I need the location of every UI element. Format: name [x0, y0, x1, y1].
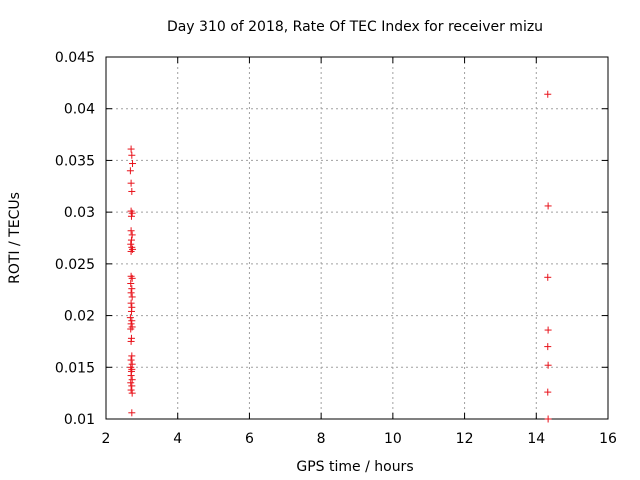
data-point — [127, 240, 135, 248]
x-tick-label: 4 — [173, 431, 182, 447]
data-point — [127, 145, 135, 153]
x-tick-labels: 2 4 6 8 10 12 14 16 — [102, 431, 617, 447]
data-point — [128, 209, 136, 217]
y-tick-label: 0.02 — [64, 309, 95, 325]
x-tick-label: 10 — [384, 431, 402, 447]
data-point — [127, 280, 135, 288]
x-tick-label: 12 — [456, 431, 474, 447]
data-point — [128, 187, 136, 195]
y-tick-label: 0.045 — [55, 50, 95, 66]
grid-layer — [106, 57, 608, 419]
y-axis-label: ROTI / TECUs — [7, 192, 23, 284]
data-point — [544, 361, 552, 369]
data-point — [128, 389, 136, 397]
data-point — [126, 314, 134, 322]
data-point — [128, 231, 136, 239]
x-tick-label: 16 — [599, 431, 617, 447]
data-point — [128, 317, 136, 325]
data-point — [128, 409, 136, 417]
data-point — [128, 382, 136, 390]
data-point — [129, 160, 137, 168]
data-point — [127, 299, 135, 307]
data-point — [127, 356, 135, 364]
data-point — [544, 90, 552, 98]
data-point — [127, 212, 135, 220]
data-point — [129, 245, 137, 253]
data-point — [127, 289, 135, 297]
data-point — [128, 274, 136, 282]
data-point — [544, 388, 552, 396]
axis-ticks — [105, 56, 609, 420]
x-tick-label: 6 — [245, 431, 254, 447]
chart-title: Day 310 of 2018, Rate Of TEC Index for r… — [167, 19, 543, 35]
data-point — [544, 343, 552, 351]
data-point — [128, 376, 136, 384]
x-tick-label: 2 — [102, 431, 111, 447]
data-point — [126, 167, 134, 175]
data-point — [127, 379, 135, 387]
data-point — [128, 285, 136, 293]
data-point — [127, 325, 135, 333]
data-point — [544, 326, 552, 334]
data-points — [126, 90, 552, 423]
x-tick-label: 14 — [527, 431, 545, 447]
x-axis-label: GPS time / hours — [296, 459, 413, 475]
data-point — [544, 415, 552, 423]
data-point — [127, 337, 135, 345]
data-point — [127, 372, 135, 380]
data-point — [128, 352, 136, 360]
data-point — [127, 179, 135, 187]
y-tick-label: 0.025 — [55, 257, 95, 273]
data-point — [544, 273, 552, 281]
plot-frame — [105, 56, 609, 420]
y-tick-label: 0.035 — [55, 153, 95, 169]
data-point — [127, 227, 135, 235]
y-tick-label: 0.015 — [55, 360, 95, 376]
data-point — [544, 202, 552, 210]
data-point — [128, 151, 136, 159]
x-tick-label: 8 — [317, 431, 326, 447]
y-tick-label: 0.01 — [64, 412, 95, 428]
data-point — [127, 386, 135, 394]
data-point — [128, 293, 136, 301]
y-tick-label: 0.04 — [64, 102, 95, 118]
y-tick-label: 0.03 — [64, 205, 95, 221]
data-point — [127, 307, 135, 315]
y-tick-labels: 0.01 0.015 0.02 0.025 0.03 0.035 0.04 0.045 — [55, 50, 95, 428]
data-point — [127, 236, 135, 244]
